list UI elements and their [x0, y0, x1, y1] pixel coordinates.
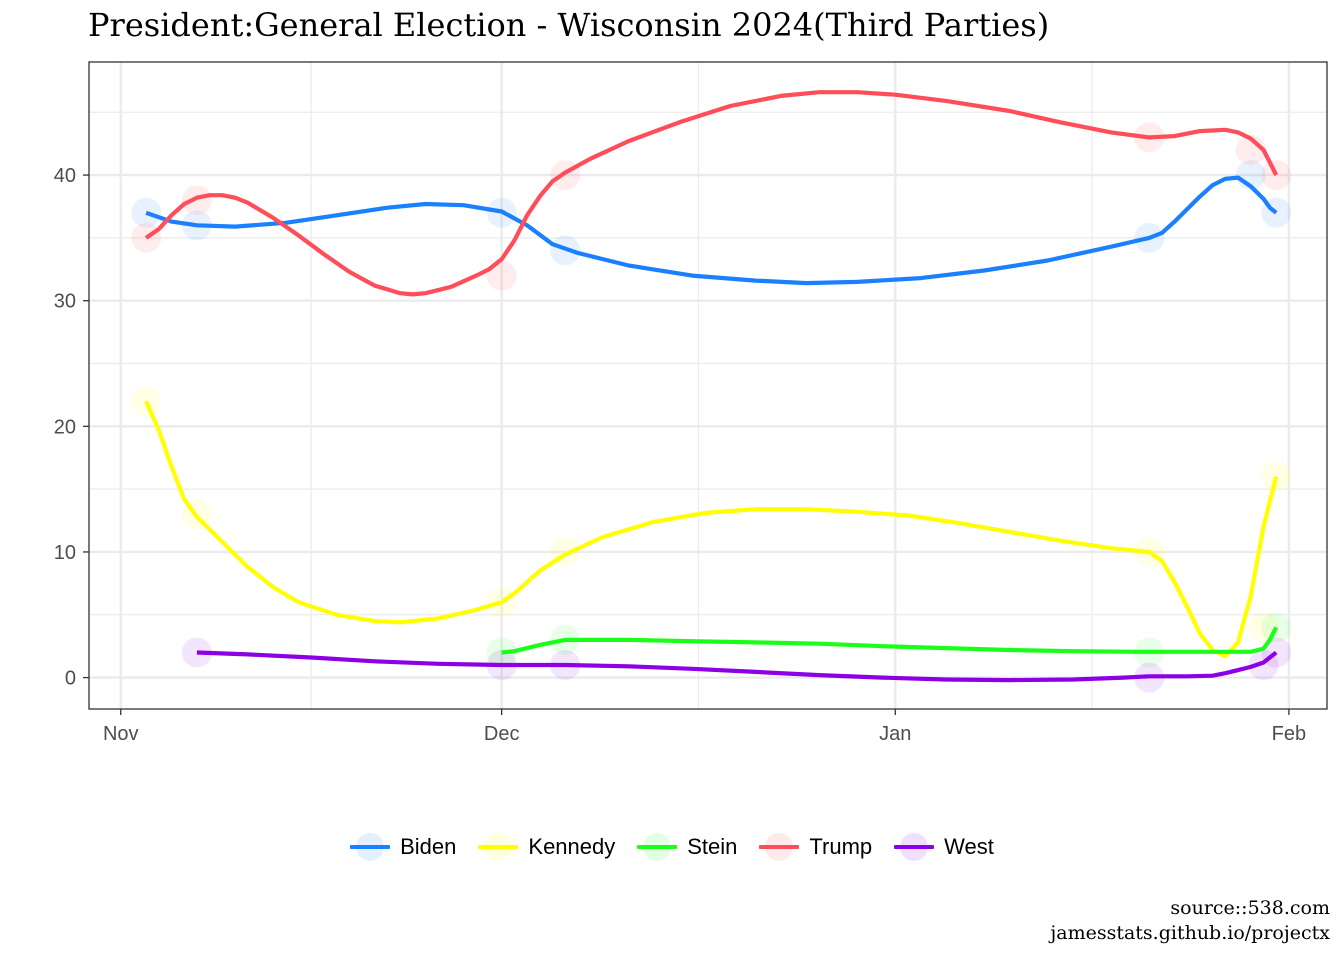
- trump-poll-point: [181, 185, 212, 216]
- trump-poll-point: [1235, 134, 1266, 165]
- legend-label-stein: Stein: [687, 834, 738, 859]
- stein-poll-point: [486, 637, 517, 668]
- legend-item-trump: Trump: [759, 830, 872, 864]
- legend-label-trump: Trump: [809, 834, 873, 859]
- y-tick-label: 0: [65, 668, 76, 690]
- biden-trend-line: [145, 175, 1278, 286]
- legend-key-trump: [759, 830, 800, 864]
- trump-trend-line: [144, 90, 1279, 297]
- kennedy-trend-line: [144, 400, 1279, 659]
- legend-item-stein: Stein: [637, 830, 737, 864]
- legend-label-kennedy: Kennedy: [528, 834, 616, 859]
- legend-label-west: West: [944, 834, 994, 859]
- source-line-2: jamesstats.github.io/projectx: [1050, 922, 1330, 944]
- y-tick-label: 10: [54, 542, 76, 564]
- legend-item-biden: Biden: [350, 830, 456, 864]
- y-tick-label: 20: [54, 416, 76, 438]
- y-tick-label: 30: [54, 291, 76, 313]
- chart-title: President:General Election - Wisconsin 2…: [88, 6, 1050, 44]
- x-tick-label: Nov: [103, 723, 139, 745]
- plot-border: [88, 61, 1328, 710]
- source-line-1: source::538.com: [1170, 897, 1330, 919]
- legend: Biden Kennedy Stein Trump West: [0, 830, 1344, 864]
- legend-label-biden: Biden: [400, 834, 457, 859]
- plot-panel: [89, 62, 1327, 709]
- stein-trend-line: [501, 626, 1279, 655]
- legend-key-biden: [350, 830, 391, 864]
- x-tick-label: Feb: [1272, 723, 1306, 745]
- x-axis: Nov Dec Jan Feb: [103, 709, 1306, 745]
- x-tick-label: Jan: [879, 723, 911, 745]
- major-gridlines: [89, 62, 1327, 709]
- trump-poll-point: [486, 260, 517, 291]
- kennedy-poll-point: [1261, 461, 1292, 492]
- west-trend-line: [196, 650, 1278, 683]
- x-tick-label: Dec: [484, 723, 520, 745]
- legend-key-west: [894, 830, 935, 864]
- y-axis: 0 10 20 30 40: [54, 165, 89, 690]
- minor-gridlines: [89, 62, 1327, 709]
- legend-key-stein: [637, 830, 678, 864]
- legend-key-kennedy: [478, 830, 519, 864]
- source-note: source::538.com jamesstats.github.io/pro…: [1050, 896, 1330, 946]
- legend-item-kennedy: Kennedy: [478, 830, 615, 864]
- legend-item-west: West: [894, 830, 994, 864]
- series-lines: [144, 90, 1279, 683]
- y-tick-label: 40: [54, 165, 76, 187]
